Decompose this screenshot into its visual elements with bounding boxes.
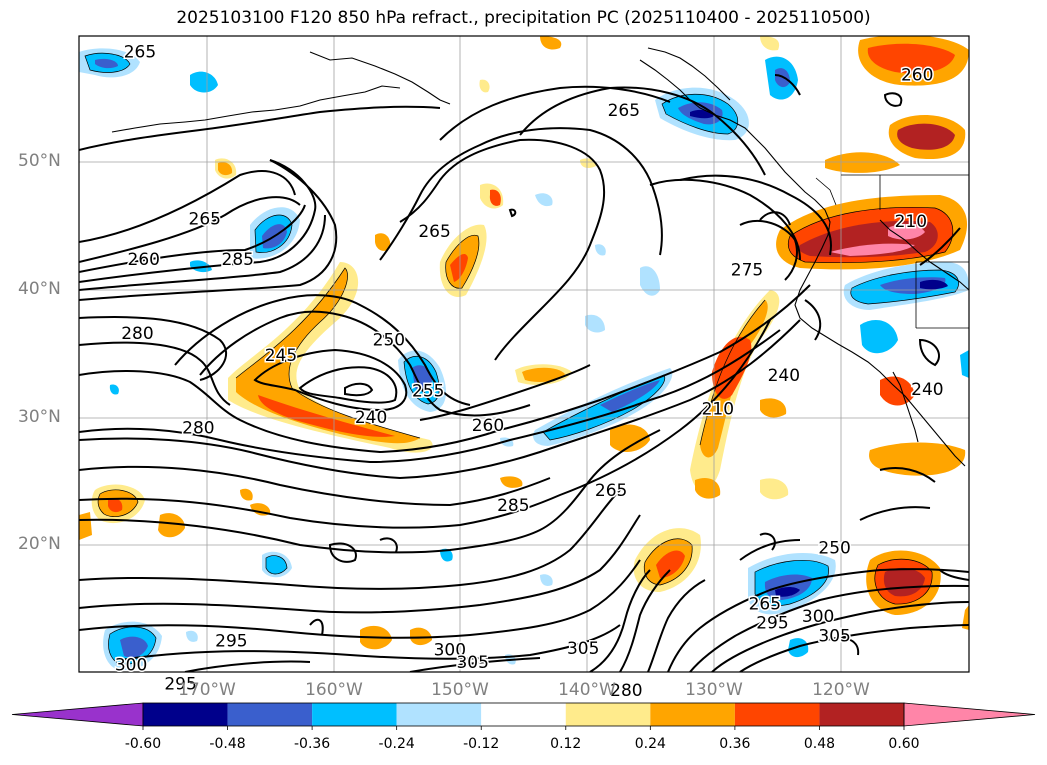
colorbar-tick-label: 0.36 xyxy=(719,736,751,752)
map-frame xyxy=(78,35,970,673)
contour-label: 240 xyxy=(355,408,387,428)
colorbar-tick-label: 0.24 xyxy=(634,736,666,752)
precip-shading xyxy=(79,36,969,671)
contour-label: 245 xyxy=(265,346,297,366)
contour-label: 260 xyxy=(901,65,933,85)
colorbar-tick-label: -0.24 xyxy=(378,736,415,752)
coastlines xyxy=(111,47,969,467)
contour-label: 305 xyxy=(567,639,599,659)
colorbar-segment xyxy=(396,703,482,726)
contour-label: 305 xyxy=(818,626,850,646)
contour-label: 300 xyxy=(115,656,147,676)
contour-label: 295 xyxy=(756,614,788,634)
lon-label-140w: 140°W xyxy=(558,680,616,700)
contour-label: 265 xyxy=(189,209,221,229)
lon-label-130w: 130°W xyxy=(685,680,743,700)
precip-outlines xyxy=(84,52,959,665)
contour-label: 305 xyxy=(456,653,488,673)
lat-label-20n: 20°N xyxy=(18,534,61,554)
contour-label: 265 xyxy=(749,594,781,614)
contour-label: 250 xyxy=(818,538,850,558)
contour-label: 240 xyxy=(911,380,943,400)
contour-label: 260 xyxy=(128,250,160,270)
lon-label-170w: 170°W xyxy=(178,680,236,700)
map-grid xyxy=(79,36,969,672)
contour-label: 280 xyxy=(182,418,214,438)
colorbar-tick-label: 0.48 xyxy=(803,736,836,752)
lat-label-50n: 50°N xyxy=(18,151,61,171)
map-area xyxy=(79,36,969,672)
contour-label: 295 xyxy=(164,675,196,695)
contour-label: 300 xyxy=(802,607,834,627)
colorbar-segment xyxy=(819,703,904,726)
lat-label-40n: 40°N xyxy=(18,279,61,299)
colorbar-segment xyxy=(143,703,228,726)
contour-label: 280 xyxy=(610,681,642,701)
colorbar-tick-label: -0.12 xyxy=(463,736,500,752)
lon-label-150w: 150°W xyxy=(431,680,489,700)
refractivity-contours xyxy=(79,74,969,672)
contour-label: 265 xyxy=(595,481,627,501)
colorbar xyxy=(11,702,1036,730)
lon-label-120w: 120°W xyxy=(812,680,870,700)
colorbar-tick-label: 0.12 xyxy=(550,736,582,752)
contour-label: 295 xyxy=(215,631,247,651)
colorbar-extend-high xyxy=(903,702,1036,727)
chart-title: 2025103100 F120 850 hPa refract., precip… xyxy=(176,8,871,28)
colorbar-frame xyxy=(142,702,905,727)
contour-label: 300 xyxy=(434,640,466,660)
colorbar-tick-label: -0.36 xyxy=(293,736,331,752)
contour-label: 275 xyxy=(731,260,763,280)
contour-label: 250 xyxy=(373,330,405,350)
lon-label-160w: 160°W xyxy=(305,680,363,700)
colorbar-segment xyxy=(650,703,735,726)
colorbar-tick-label: 0.60 xyxy=(888,736,920,752)
contour-label: 280 xyxy=(121,324,153,344)
contour-label: 285 xyxy=(497,496,529,516)
colorbar-segment xyxy=(734,703,820,726)
contour-labels: 265 260 265 265 260 285 265 275 280 250 245 255 240 2… xyxy=(113,41,945,703)
colorbar-extend-low xyxy=(11,702,144,727)
contour-label: 210 xyxy=(702,399,734,419)
contour-label: 260 xyxy=(472,416,504,436)
colorbar-segment xyxy=(565,703,651,726)
contour-label: 285 xyxy=(222,250,254,270)
colorbar-segment xyxy=(227,703,313,726)
contour-label: 255 xyxy=(412,381,444,401)
contour-label: 265 xyxy=(124,42,156,62)
colorbar-segment xyxy=(312,703,397,726)
contour-label: 240 xyxy=(768,366,800,386)
contour-label: 265 xyxy=(608,101,640,121)
contour-label: 210 xyxy=(895,212,927,232)
lat-label-30n: 30°N xyxy=(18,407,61,427)
colorbar-tick-label: -0.48 xyxy=(209,736,246,752)
colorbar-tick-label: -0.60 xyxy=(124,736,162,752)
colorbar-segment xyxy=(481,703,566,726)
contour-label: 265 xyxy=(418,222,450,242)
